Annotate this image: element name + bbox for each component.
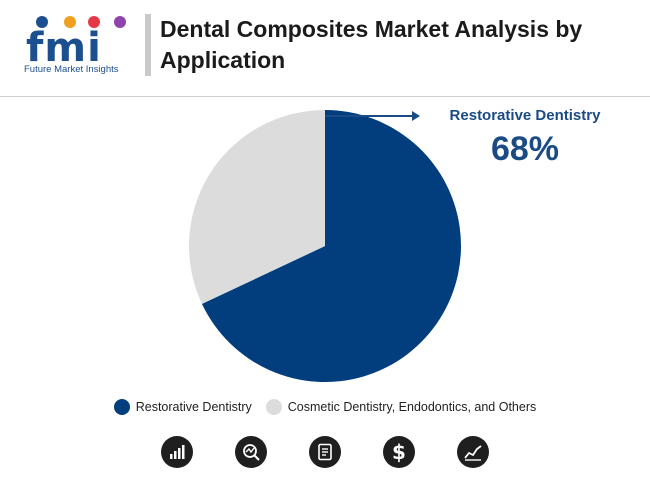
fmi-logo: fmi Future Market Insights [24, 14, 136, 76]
header-rule [0, 96, 650, 97]
line-chart-icon [457, 436, 489, 468]
page-title: Dental Composites Market Analysis by App… [160, 16, 583, 73]
logo-icons [36, 16, 126, 28]
legend-swatch-cosmetic [265, 399, 282, 415]
logo-letters: fmi [26, 25, 102, 71]
dollar-icon: $ [383, 436, 415, 468]
logo-subtitle: Future Market Insights [24, 64, 119, 75]
legend-label-restorative: Restorative Dentistry [135, 400, 252, 414]
legend: Restorative Dentistry Cosmetic Dentistry… [0, 396, 650, 418]
document-icon [309, 436, 341, 468]
legend-label-cosmetic: Cosmetic Dentistry, Endodontics, and Oth… [287, 400, 537, 414]
annotation-label: Restorative Dentistry [449, 107, 601, 124]
header: fmi Future Market Insights Dental Compos… [0, 0, 650, 96]
footer-icons: $ [0, 436, 650, 470]
annotation-arrow [325, 111, 420, 121]
pie-slice-restorative [201, 110, 462, 382]
pie-slices [189, 110, 462, 382]
legend-swatch-restorative [113, 399, 130, 415]
bar-chart-icon [161, 436, 193, 468]
legend-item-restorative: Restorative Dentistry [113, 399, 252, 415]
magnifier-chart-icon [235, 436, 267, 468]
annotation-value: 68% [490, 130, 560, 168]
legend-item-cosmetic: Cosmetic Dentistry, Endodontics, and Oth… [265, 399, 537, 415]
pie-chart [189, 110, 462, 382]
header-divider [145, 14, 151, 76]
pie-slice-cosmetic [189, 110, 325, 304]
